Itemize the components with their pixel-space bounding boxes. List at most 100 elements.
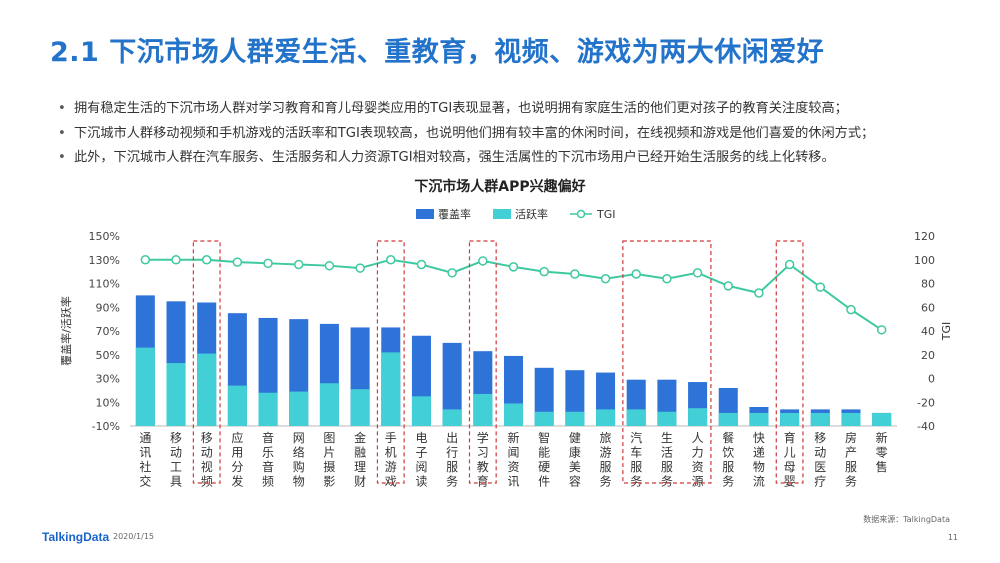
y-tick-label: -10% <box>92 420 120 433</box>
x-tick-label-char: 频 <box>262 475 274 489</box>
x-tick-label-char: 服 <box>722 460 734 474</box>
x-tick-label-char: 发 <box>231 474 243 489</box>
highlight-box <box>376 240 405 484</box>
x-tick-label-char: 音 <box>262 459 274 474</box>
bar-active <box>227 385 247 426</box>
x-tick-label-char: 购 <box>293 459 305 474</box>
x-tick-label-char: 新 <box>876 430 888 445</box>
bar-coverage <box>534 367 554 426</box>
y2-tick-label: 60 <box>921 301 935 314</box>
x-tick-label-char: 婴 <box>784 475 796 489</box>
bar-active <box>718 412 738 426</box>
x-tick-label-char: 流 <box>753 475 765 489</box>
x-tick-label-char: 服 <box>600 460 612 474</box>
bar-active <box>872 412 892 426</box>
y-tick-label: 10% <box>96 396 120 409</box>
x-tick-label-char: 新 <box>507 430 519 445</box>
tgi-point <box>846 304 856 315</box>
bar-active <box>688 408 708 426</box>
highlight-box <box>622 240 712 484</box>
tgi-point <box>232 257 243 267</box>
x-tick-label-char: 生 <box>661 431 673 445</box>
report-date: 2020/1/15 <box>113 532 155 541</box>
x-tick-label-char: 康 <box>569 445 581 460</box>
x-tick-label-char: 美 <box>569 460 581 474</box>
x-tick-label-char: 服 <box>446 460 458 474</box>
bar-active <box>319 383 339 426</box>
tgi-point <box>416 259 427 270</box>
bar-active <box>442 409 462 426</box>
x-tick-label-char: 服 <box>845 460 857 474</box>
tgi-point <box>692 268 703 278</box>
x-tick-label-char: 服 <box>630 460 642 474</box>
x-tick-label-char: 乐 <box>262 446 274 460</box>
x-tick-label-char: 音 <box>262 430 274 445</box>
highlight-box <box>468 240 497 484</box>
tgi-point <box>754 288 764 298</box>
x-tick-label-char: 工 <box>170 460 182 474</box>
x-tick-label-char: 件 <box>538 475 550 489</box>
x-tick-label-char: 闻 <box>507 446 519 460</box>
bullet-item: 此外，下沉城市人群在汽车服务、生活服务和人力资源TGI相对较高，强生活属性的下沉… <box>58 146 988 171</box>
x-tick-label-char: 动 <box>814 446 826 460</box>
tgi-point <box>539 266 549 277</box>
x-tick-label-char: 移 <box>814 431 826 445</box>
tgi-point <box>815 282 826 292</box>
x-tick-label-char: 教 <box>477 459 489 474</box>
x-tick-label-char: 车 <box>630 445 642 460</box>
tgi-point <box>293 259 304 270</box>
bar-active <box>381 352 401 426</box>
tgi-point <box>876 325 887 335</box>
tgi-point <box>386 255 396 265</box>
x-tick-label-char: 讯 <box>139 446 151 460</box>
y2-tick-label: 20 <box>921 349 935 362</box>
x-tick-label-char: 力 <box>692 446 704 460</box>
x-tick-label-char: 子 <box>415 446 427 460</box>
tgi-point <box>140 255 151 265</box>
x-tick-label-char: 出 <box>446 431 458 445</box>
x-tick-label-char: 理 <box>354 460 366 474</box>
x-tick-label-char: 游 <box>600 446 612 460</box>
bar-active <box>166 363 186 426</box>
y2-tick-label: 40 <box>921 325 935 338</box>
x-tick-label-char: 图 <box>323 431 335 445</box>
bar-active <box>596 409 616 426</box>
bar-active <box>810 412 830 426</box>
x-tick-label-char: 手 <box>385 431 397 445</box>
bar-active <box>841 412 861 426</box>
x-tick-label-char: 讯 <box>507 475 519 489</box>
x-tick-label-char: 社 <box>139 459 151 474</box>
legend-label: TGI <box>596 208 616 221</box>
y2-tick-label: 100 <box>914 254 935 267</box>
bar-active <box>197 353 217 426</box>
bar-active <box>749 412 769 426</box>
x-tick-label-char: 源 <box>692 475 704 489</box>
x-tick-label-char: 母 <box>784 460 796 474</box>
x-tick-label-char: 服 <box>661 460 673 474</box>
x-tick-label-char: 片 <box>323 446 335 460</box>
x-tick-label-char: 游 <box>385 460 397 474</box>
x-tick-label-char: 递 <box>753 446 765 460</box>
tgi-point <box>263 258 273 269</box>
x-tick-label-char: 影 <box>323 475 335 489</box>
x-tick-label-char: 读 <box>415 475 427 489</box>
x-tick-label-char: 零 <box>876 446 888 460</box>
x-tick-label-char: 健 <box>569 431 581 445</box>
x-tick-label-char: 行 <box>446 446 458 460</box>
bar-active <box>657 411 677 426</box>
x-tick-label-char: 财 <box>354 475 366 489</box>
legend-marker <box>576 209 586 219</box>
bar-active <box>780 412 800 426</box>
x-tick-label-char: 用 <box>231 446 243 460</box>
page-title: 2.1 下沉市场人群爱生活、重教育，视频、游戏为两大休闲爱好 <box>50 37 825 68</box>
data-source: 数据来源：TalkingData <box>863 515 950 524</box>
legend-swatch <box>493 209 511 219</box>
x-tick-label-char: 汽 <box>630 430 642 445</box>
x-tick-label-char: 务 <box>630 474 642 489</box>
x-tick-label-char: 频 <box>201 475 213 489</box>
y-tick-label: 90% <box>96 301 120 314</box>
bar-active <box>350 389 370 426</box>
tgi-point <box>600 274 611 284</box>
bar-active <box>626 409 646 426</box>
